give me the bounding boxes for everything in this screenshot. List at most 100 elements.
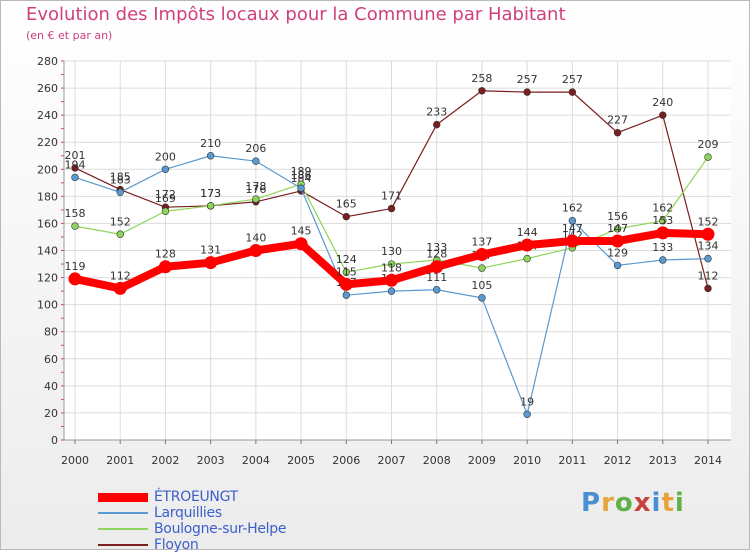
y-tick-label: 160 (37, 217, 58, 230)
data-point (704, 254, 712, 263)
x-tick-label: 2011 (558, 454, 586, 467)
data-point (71, 173, 79, 182)
data-point (478, 294, 486, 302)
legend-item: Boulogne-sur-Helpe (98, 521, 358, 537)
data-point (297, 184, 305, 192)
chart-legend: ÉTROEUNGT Larquillies Boulogne-sur-Helpe Fl… (98, 489, 358, 553)
x-tick-label: 2004 (242, 454, 270, 467)
data-point (158, 260, 172, 274)
data-label: 194 (65, 158, 86, 171)
x-tick-label: 2003 (197, 454, 225, 467)
data-point (613, 225, 622, 233)
legend-swatch (98, 493, 148, 502)
data-point (387, 287, 396, 295)
data-point (342, 268, 350, 276)
legend-item: Floyon (98, 537, 358, 553)
data-point (387, 204, 396, 213)
data-point (659, 217, 667, 225)
data-label: 140 (245, 232, 266, 245)
y-tick-label: 100 (37, 299, 58, 312)
data-label: 112 (698, 269, 719, 282)
x-tick-label: 2002 (151, 454, 179, 467)
data-label: 111 (426, 271, 447, 284)
data-label: 257 (517, 73, 538, 86)
x-tick-label: 2006 (332, 454, 360, 467)
data-label: 189 (291, 165, 312, 178)
data-label: 227 (607, 114, 628, 127)
x-tick-label: 2014 (694, 454, 722, 467)
data-label: 147 (562, 222, 583, 235)
data-label: 130 (381, 245, 402, 258)
x-tick-label: 2012 (604, 454, 632, 467)
data-label: 240 (652, 96, 673, 109)
data-label: 105 (471, 279, 492, 292)
y-tick-label: 220 (37, 136, 58, 149)
data-point (701, 227, 715, 241)
data-label: 258 (471, 72, 492, 85)
data-point (475, 248, 489, 262)
data-point (204, 256, 218, 270)
data-label: 176 (245, 183, 266, 196)
data-point (704, 153, 712, 161)
data-label: 152 (110, 215, 131, 228)
data-point (161, 165, 170, 173)
data-point (206, 202, 215, 210)
data-point (659, 256, 667, 264)
data-label: 129 (607, 246, 628, 259)
y-tick-label: 60 (44, 353, 58, 366)
data-point (252, 195, 260, 203)
x-tick-label: 2009 (468, 454, 496, 467)
data-point (656, 226, 670, 240)
x-tick-label: 2000 (61, 454, 89, 467)
data-label: 128 (426, 248, 447, 261)
data-point (430, 260, 444, 274)
data-point (116, 188, 124, 196)
data-point (478, 87, 486, 95)
data-label: 257 (562, 73, 583, 86)
x-tick-label: 2013 (649, 454, 677, 467)
data-label: 124 (336, 253, 357, 266)
y-tick-label: 20 (44, 407, 58, 420)
chart-subtitle: (en € et par an) (26, 29, 113, 42)
data-point (116, 230, 124, 238)
x-tick-label: 2007 (378, 454, 406, 467)
data-label: 209 (698, 138, 719, 151)
legend-label: Boulogne-sur-Helpe (154, 521, 287, 537)
y-tick-label: 280 (37, 55, 58, 68)
data-point (568, 217, 577, 225)
data-point (71, 164, 79, 172)
data-label: 119 (65, 260, 86, 273)
data-point (252, 157, 260, 165)
legend-item: Larquillies (98, 505, 358, 521)
legend-label: Floyon (154, 537, 199, 553)
data-label: 118 (381, 261, 402, 274)
data-point (520, 238, 534, 252)
x-tick-label: 2010 (513, 454, 541, 467)
data-point (71, 222, 79, 230)
data-point (339, 277, 353, 291)
data-label: 153 (652, 214, 673, 227)
data-label: 178 (245, 180, 266, 193)
data-label: 184 (291, 172, 312, 185)
y-tick-label: 120 (37, 272, 58, 285)
data-point (206, 152, 215, 160)
data-label: 115 (336, 265, 357, 278)
data-point (342, 291, 350, 299)
data-label: 200 (155, 150, 176, 163)
data-point (385, 273, 398, 287)
data-label: 173 (200, 187, 221, 200)
y-tick-label: 260 (37, 82, 58, 95)
data-point (659, 111, 667, 119)
legend-swatch (98, 512, 148, 514)
data-point (113, 281, 127, 295)
y-tick-label: 140 (37, 245, 58, 258)
data-label: 144 (517, 226, 538, 239)
data-point (565, 234, 579, 248)
data-point (294, 237, 308, 251)
data-point (249, 244, 263, 257)
y-tick-label: 40 (44, 380, 58, 393)
data-label: 201 (65, 149, 86, 162)
data-label: 158 (65, 207, 86, 220)
data-point (613, 129, 622, 137)
data-label: 128 (155, 248, 176, 261)
